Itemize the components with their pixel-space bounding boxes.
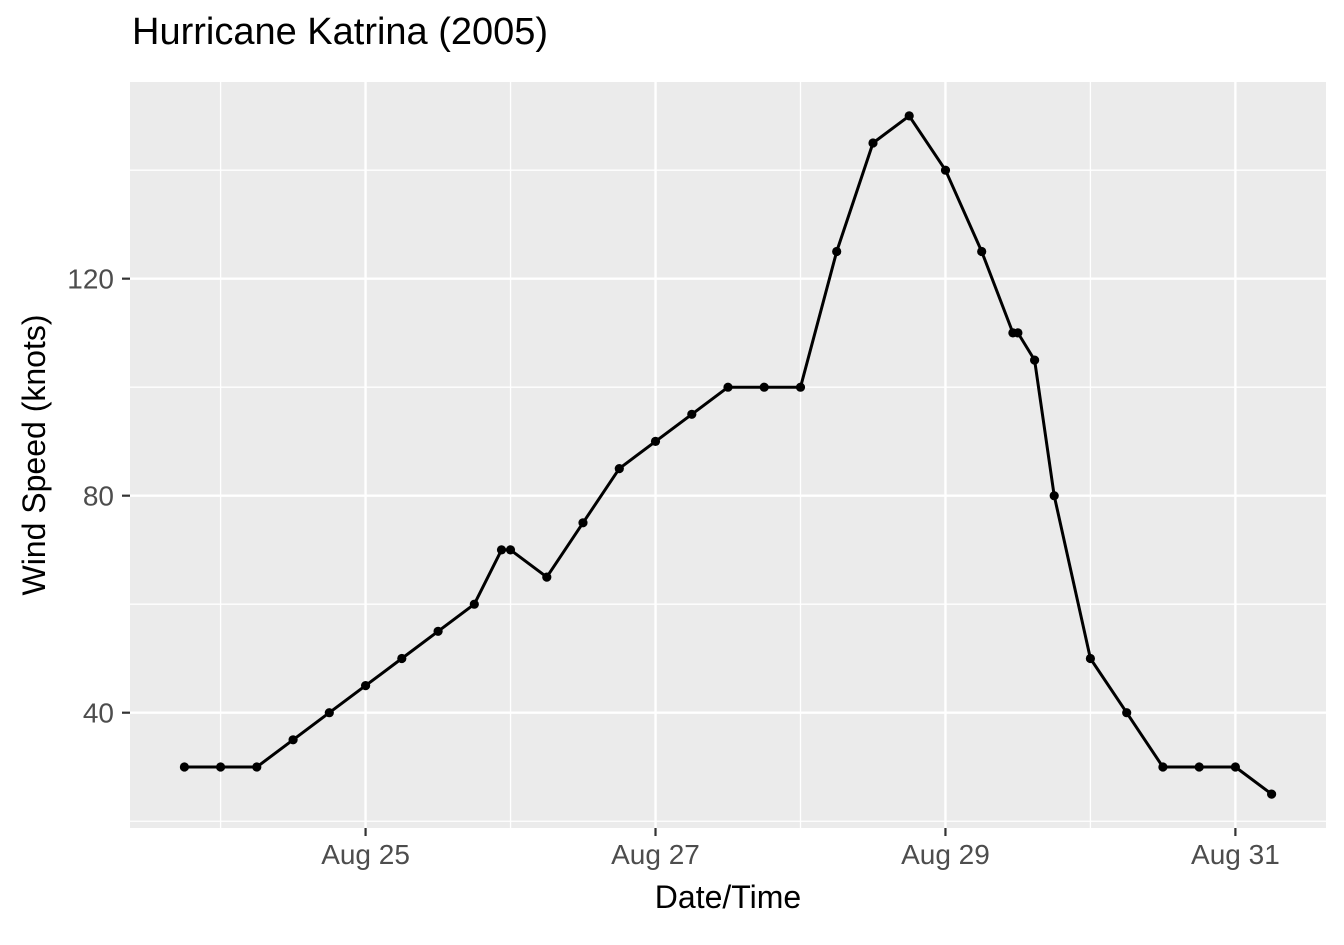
axis-tick-marks: [122, 277, 1237, 836]
data-point: [977, 246, 987, 257]
data-point: [832, 246, 842, 257]
plot-panel: [130, 82, 1326, 828]
data-point: [614, 464, 624, 474]
data-point: [397, 653, 407, 664]
x-tick-label: Aug 29: [901, 839, 990, 870]
data-point: [904, 111, 914, 121]
data-point: [324, 708, 334, 718]
data-point: [179, 762, 189, 772]
chart-title: Hurricane Katrina (2005): [132, 11, 548, 53]
x-axis-title: Date/Time: [655, 879, 801, 915]
data-point: [252, 762, 262, 772]
data-point: [469, 599, 479, 609]
data-point: [759, 382, 769, 392]
x-tick-label: Aug 25: [321, 839, 410, 870]
data-point: [868, 138, 878, 148]
data-point: [1030, 355, 1040, 365]
y-axis-title: Wind Speed (knots): [16, 314, 52, 595]
data-point: [940, 165, 951, 175]
data-point: [650, 436, 661, 446]
data-point: [542, 572, 552, 582]
data-point: [687, 409, 697, 419]
data-point: [1013, 328, 1023, 338]
data-point: [1049, 491, 1059, 501]
y-tick-label: 40: [83, 698, 114, 729]
data-point: [361, 681, 371, 691]
data-point: [496, 545, 507, 555]
data-point: [723, 382, 733, 392]
data-point: [1194, 762, 1204, 772]
x-tick-label: Aug 27: [611, 839, 700, 870]
wind-speed-line: [184, 114, 1273, 796]
data-point: [1230, 762, 1240, 772]
wind-speed-series: [179, 111, 1277, 799]
y-tick-label: 120: [67, 264, 114, 295]
data-point: [795, 382, 806, 392]
y-tick-label: 80: [83, 481, 114, 512]
data-point: [1267, 789, 1277, 799]
data-point: [288, 735, 298, 745]
data-point: [1122, 708, 1132, 718]
data-point: [578, 518, 588, 528]
data-point: [1158, 762, 1168, 772]
data-point: [216, 762, 226, 772]
x-tick-label: Aug 31: [1191, 839, 1280, 870]
data-point: [433, 626, 443, 636]
data-point: [505, 545, 516, 555]
data-point: [1085, 653, 1095, 664]
axis-tick-labels: Aug 25 Aug 27 Aug 29 Aug 31 40 80 120: [67, 264, 1279, 870]
